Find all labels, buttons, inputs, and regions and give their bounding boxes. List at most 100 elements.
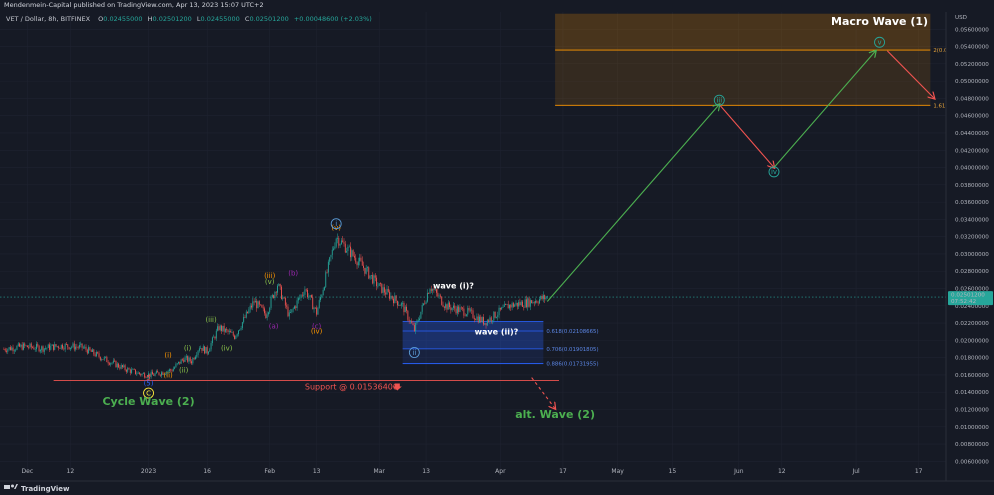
candle-body — [390, 295, 392, 299]
candle-body — [146, 377, 148, 378]
candle-body — [16, 346, 18, 350]
candle-body — [449, 302, 451, 308]
candle-body — [433, 289, 435, 291]
candle-body — [338, 237, 340, 246]
y-tick-label: 0.05000000 — [955, 79, 989, 85]
candle-body — [8, 347, 10, 350]
candle-body — [106, 356, 108, 363]
candle-body — [425, 301, 427, 304]
candle-body — [101, 359, 103, 361]
candle-body — [266, 314, 268, 319]
candle-body — [495, 317, 497, 318]
wave-label-circle — [768, 166, 780, 178]
candle-body — [361, 260, 363, 266]
candle-body — [269, 307, 271, 313]
candle-body — [430, 289, 432, 291]
candle-body — [481, 317, 483, 322]
candle-body — [274, 291, 276, 298]
candle-body — [347, 246, 349, 252]
candle-body — [541, 295, 543, 300]
candle-body — [351, 250, 353, 258]
candle-body — [184, 357, 186, 362]
candle-body — [189, 357, 191, 362]
candle-body — [168, 369, 170, 372]
candle-body — [280, 286, 282, 300]
candle-body — [458, 306, 460, 312]
candle-body — [404, 306, 406, 313]
candle-body — [466, 314, 467, 316]
candle-body — [133, 369, 135, 370]
candle-body — [307, 289, 308, 298]
tradingview-logo-icon — [4, 484, 18, 489]
wave-label: ii — [412, 349, 416, 357]
candle-body — [492, 320, 494, 322]
candle-body — [222, 325, 224, 331]
y-tick-label: 0.03000000 — [955, 252, 989, 258]
candle-body — [339, 244, 341, 246]
candle-body — [17, 343, 19, 347]
candle-body — [382, 287, 384, 293]
candle-body — [343, 242, 345, 244]
candle-body — [275, 291, 277, 293]
candle-body — [260, 304, 262, 306]
candle-body — [415, 322, 417, 331]
candle-body — [545, 297, 547, 300]
candle-body — [387, 288, 389, 292]
candle-body — [317, 307, 319, 315]
candle-body — [482, 317, 484, 325]
candle-body — [223, 325, 225, 332]
candle-body — [462, 307, 464, 309]
candle-body — [46, 347, 48, 349]
candle-body — [359, 257, 361, 262]
candle-body — [389, 291, 391, 299]
candle-body — [342, 240, 344, 243]
candle-body — [518, 302, 520, 307]
y-axis[interactable]: USD 0.05600000 0.05400000 0.05200000 0.05000… — [945, 0, 994, 481]
wave-label: (c) — [312, 322, 322, 330]
candle-body — [192, 358, 194, 364]
candle-body — [398, 305, 400, 306]
candle-body — [180, 359, 182, 364]
candle-body — [39, 350, 41, 352]
candle-body — [406, 306, 408, 311]
candle-body — [502, 306, 504, 308]
candle-body — [282, 297, 284, 300]
candle-body — [245, 311, 247, 318]
candle-body — [11, 347, 13, 351]
candle-body — [314, 307, 316, 309]
wave-label-circle — [713, 94, 725, 106]
candle-body — [273, 295, 275, 298]
candle-body — [179, 361, 181, 364]
wave-label: (i) — [184, 345, 192, 353]
candle-body — [335, 238, 337, 247]
candle-body — [477, 316, 479, 323]
candle-body — [151, 371, 153, 375]
candle-body — [219, 325, 221, 331]
candle-body — [292, 308, 294, 310]
y-tick-label: 0.01000000 — [955, 425, 989, 431]
candle-body — [227, 330, 229, 332]
annotation-label: alt. Wave (2) — [515, 408, 595, 421]
x-tick-label: Mar — [374, 468, 386, 475]
candle-body — [15, 349, 17, 351]
candle-body — [516, 302, 518, 307]
candle-body — [488, 320, 490, 322]
x-tick-label: 12 — [778, 468, 786, 475]
candle-body — [469, 309, 471, 311]
candle-body — [102, 359, 104, 361]
x-axis[interactable]: Dec 12 2023 16 Feb 13 Mar 13 Apr 17 May 15 Jun 12 Jul 1… — [22, 468, 923, 475]
candle-body — [320, 297, 322, 301]
candle-body — [176, 363, 178, 365]
candle-body — [283, 297, 285, 299]
candle-body — [485, 323, 487, 326]
candle-body — [208, 351, 209, 354]
candle-body — [473, 317, 475, 320]
candle-body — [217, 326, 219, 331]
candle-body — [279, 283, 281, 287]
annotation-label: Macro Wave (1) — [831, 15, 928, 28]
candle-body — [65, 343, 67, 345]
candle-body — [72, 343, 74, 347]
candle-body — [200, 348, 202, 349]
candle-body — [446, 304, 448, 310]
